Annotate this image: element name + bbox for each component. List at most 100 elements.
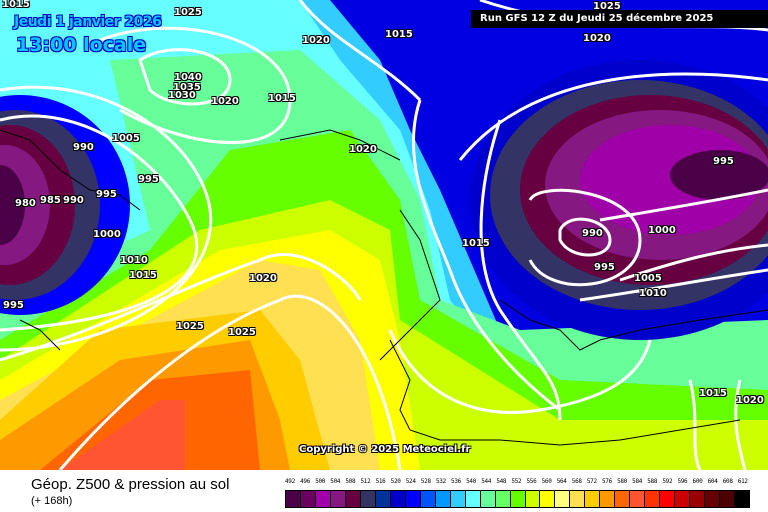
legend-swatch: [615, 491, 631, 507]
isobar-label: 990: [63, 195, 84, 206]
isobar-label: 1005: [112, 133, 140, 144]
isobar-label: 1015: [699, 388, 727, 399]
legend-swatch: [330, 491, 346, 507]
legend-swatch: [675, 491, 691, 507]
legend-tick: 588: [647, 478, 658, 485]
legend-tick: 608: [722, 478, 733, 485]
isobar-label: 990: [582, 228, 603, 239]
legend-swatch: [690, 491, 706, 507]
legend-swatch: [390, 491, 406, 507]
legend-tick: 568: [571, 478, 582, 485]
legend-tick: 504: [330, 478, 341, 485]
legend-swatch: [300, 491, 316, 507]
isobar-label: 1020: [249, 273, 277, 284]
isobar-label: 1025: [176, 321, 204, 332]
legend-swatch: [315, 491, 331, 507]
legend-swatch: [600, 491, 616, 507]
legend-swatch: [735, 491, 750, 507]
isobar-label: 1000: [648, 225, 676, 236]
forecast-offset: (+ 168h): [31, 495, 73, 507]
weather-map: Jeudi 1 janvier 2026 13:00 locale Run GF…: [0, 0, 768, 470]
isobar-label: 1035: [173, 82, 201, 93]
isobar-label: 995: [713, 156, 734, 167]
isobar-label: 1020: [736, 395, 764, 406]
legend-tick: 556: [526, 478, 537, 485]
isobar-label: 995: [594, 262, 615, 273]
isobar-label: 1005: [634, 273, 662, 284]
isobar-label: 1015: [2, 0, 30, 10]
legend-swatch: [660, 491, 676, 507]
isobar-label: 990: [73, 142, 94, 153]
legend-tick: 596: [677, 478, 688, 485]
legend-swatch: [555, 491, 571, 507]
legend-tick: 592: [662, 478, 673, 485]
legend-tick: 540: [466, 478, 477, 485]
legend-swatch: [286, 491, 301, 507]
legend-tick: 572: [586, 478, 597, 485]
legend-tick: 512: [360, 478, 371, 485]
isobar-label: 985: [40, 195, 61, 206]
legend-tick: 516: [375, 478, 386, 485]
legend-swatch: [525, 491, 541, 507]
map-title: Géop. Z500 & pression au sol: [31, 476, 230, 493]
forecast-time: 13:00 locale: [16, 34, 147, 56]
model-run-info: Run GFS 12 Z du Jeudi 25 décembre 2025: [471, 10, 768, 28]
legend-tick: 600: [692, 478, 703, 485]
isobar-label: 1020: [211, 96, 239, 107]
legend-tick: 524: [405, 478, 416, 485]
isobar-label: 1020: [302, 35, 330, 46]
isobar-label: 1010: [639, 288, 667, 299]
legend-tick: 548: [496, 478, 507, 485]
legend-swatches: [285, 490, 750, 508]
legend-tick: 612: [737, 478, 748, 485]
isobar-label: 995: [3, 300, 24, 311]
legend-tick: 580: [617, 478, 627, 485]
legend-tick: 560: [541, 478, 552, 485]
legend-swatch: [435, 491, 451, 507]
legend-tick: 496: [300, 478, 311, 485]
legend-swatch: [375, 491, 391, 507]
legend-swatch: [705, 491, 721, 507]
legend-swatch: [465, 491, 481, 507]
legend-swatch: [345, 491, 361, 507]
isobar-label: 1010: [120, 255, 148, 266]
legend-tick: 576: [601, 478, 612, 485]
legend-tick: 508: [345, 478, 356, 485]
legend-swatch: [480, 491, 496, 507]
legend-swatch: [570, 491, 586, 507]
isobar-label: 1020: [583, 33, 611, 44]
legend-tick: 500: [315, 478, 326, 485]
isobar-label: 1040: [174, 72, 202, 83]
forecast-date: Jeudi 1 janvier 2026: [14, 14, 162, 30]
legend-tick: 564: [556, 478, 567, 485]
isobar-label: 1025: [593, 1, 621, 12]
legend-swatch: [645, 491, 661, 507]
legend-swatch: [405, 491, 421, 507]
legend-tick: 528: [420, 478, 431, 485]
isobar-label: 980: [15, 198, 36, 209]
legend-swatch: [630, 491, 646, 507]
copyright-notice: Copyright © 2025 Meteociel.fr: [299, 444, 471, 455]
legend-swatch: [720, 491, 736, 507]
legend-tick: 552: [511, 478, 522, 485]
legend-tick: 520: [390, 478, 401, 485]
legend-swatch: [510, 491, 526, 507]
legend-swatch: [585, 491, 601, 507]
legend-swatch: [420, 491, 436, 507]
legend-tick: 492: [285, 478, 295, 485]
geopotential-field: [0, 0, 768, 470]
isobar-label: 1025: [174, 7, 202, 18]
legend-ticks: 492 496 500 504 508 512 516 520 524 528 532 536 540 5…: [285, 478, 753, 488]
legend-tick: 584: [632, 478, 643, 485]
map-footer: Géop. Z500 & pression au sol (+ 168h) 49…: [0, 470, 768, 512]
isobar-label: 1015: [385, 29, 413, 40]
isobar-label: 1015: [462, 238, 490, 249]
isobar-label: 995: [138, 174, 159, 185]
isobar-label: 1015: [268, 93, 296, 104]
isobar-label: 1000: [93, 229, 121, 240]
isobar-label: 1025: [228, 327, 256, 338]
legend-tick: 536: [451, 478, 461, 485]
isobar-label: 1030: [168, 90, 196, 101]
legend-swatch: [540, 491, 556, 507]
legend-tick: 532: [435, 478, 446, 485]
